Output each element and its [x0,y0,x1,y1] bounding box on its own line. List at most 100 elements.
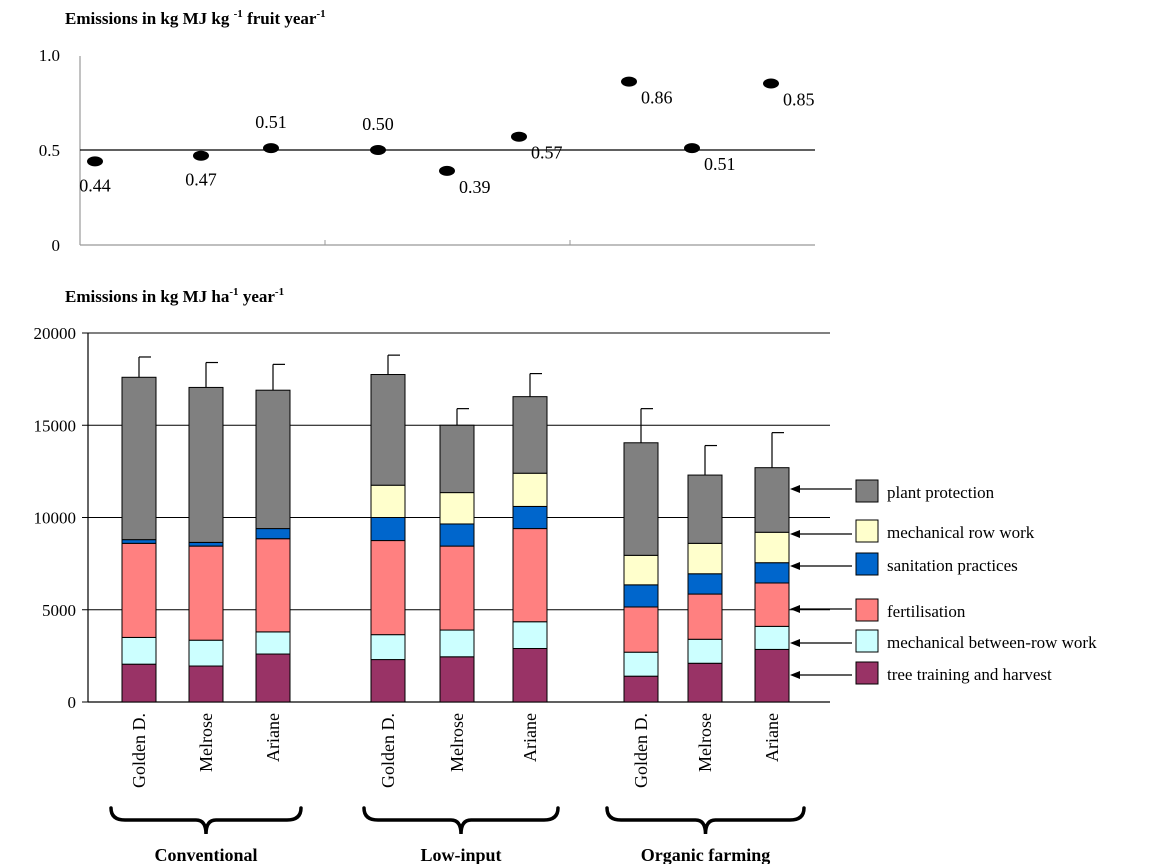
bar-segment [754,467,790,533]
bottom-chart: Emissions in kg MJ ha-1 year-1 0 5000 1000… [34,286,1098,864]
data-point-label: 0.51 [255,112,287,132]
legend-arrowhead [790,530,800,538]
bar-segment [623,442,659,556]
top-points: 0.44 0.47 0.51 0.50 0.39 0.57 0.86 0.51 0.85 [79,76,815,197]
bar-segment [370,540,406,636]
data-point-label: 0.51 [704,154,736,174]
category-label: Melrose [196,713,216,772]
data-point [370,145,386,155]
data-point [439,165,455,176]
bottom-category-labels: Golden D. Melrose Ariane Golden D. Melrose Ar… [129,713,782,788]
data-point-label: 0.39 [459,177,491,197]
bar-segment [121,542,157,638]
bar-segment [255,538,291,633]
legend-label: plant protection [887,483,995,502]
top-chart: Emissions in kg MJ kg -1 fruit year-1 00… [39,8,815,255]
category-label: Golden D. [631,713,651,788]
data-point [193,150,209,161]
bar-segment [623,554,659,586]
y-tick-label: 20000 [34,324,77,343]
category-label: Ariane [263,713,283,762]
legend-label: fertilisation [887,602,966,621]
legend-label: mechanical row work [887,523,1035,542]
y-tick-label: 0 [68,693,77,712]
category-label: Golden D. [378,713,398,788]
data-point-label: 0.50 [362,114,394,134]
bar-segment [188,665,224,703]
legend-label: sanitation practices [887,556,1018,575]
bar-segment [439,424,475,494]
bar-segment [754,531,790,564]
top-y-tick-label: 0.5 [39,141,60,160]
group-brace [605,806,806,835]
bar-segment [512,472,548,507]
data-point-label: 0.57 [531,143,563,163]
data-point [621,76,637,87]
bar-segment [623,584,659,608]
bar-segment [188,386,224,543]
legend-swatch [855,519,879,543]
bar-segment [512,505,548,530]
bar-segment [370,659,406,703]
y-tick-label: 10000 [34,509,77,528]
bar-segment [512,621,548,649]
legend-arrowhead [790,605,800,613]
legend-arrowhead [790,671,800,679]
bar-segment [255,653,291,703]
legend: plant protection mechanical row work sanit… [790,479,1097,685]
bar-segment [687,542,723,575]
bottom-chart-title: Emissions in kg MJ ha-1 year-1 [65,286,284,306]
bar-segment [754,648,790,703]
data-point [763,78,779,89]
data-point-label: 0.47 [185,170,217,190]
legend-swatch [855,629,879,653]
bar-segment [623,651,659,677]
bar-segment [188,545,224,641]
group-label: Low-input [420,845,501,864]
bar-segment [687,573,723,595]
legend-label: tree training and harvest [887,665,1052,684]
bar-segment [754,582,790,627]
bar-segment [439,545,475,631]
bar-segment [255,631,291,655]
legend-arrowhead [790,639,800,647]
bottom-bars [121,354,790,703]
top-y-axis: 0 0.5 1.0 [39,46,60,255]
bar-segment [439,492,475,525]
bar-segment [623,606,659,653]
legend-swatch [855,479,879,503]
category-label: Golden D. [129,713,149,788]
bar-segment [255,528,291,540]
bar-segment [754,562,790,584]
bar-segment [687,638,723,664]
bar-segment [687,662,723,703]
bar-segment [687,474,723,544]
bar-segment [121,636,157,665]
category-label: Ariane [520,713,540,762]
bar-segment [754,625,790,650]
group-brace [109,806,303,835]
data-point [511,131,527,142]
bar-segment [121,376,157,541]
top-y-tick-label: 1.0 [39,46,60,65]
data-point-label: 0.44 [79,175,111,195]
category-label: Melrose [447,713,467,772]
top-chart-title: Emissions in kg MJ kg -1 fruit year-1 [65,8,326,28]
category-label: Melrose [695,713,715,772]
data-point-label: 0.85 [783,90,815,110]
top-y-tick-label: 0 [52,236,61,255]
bar-segment [370,484,406,518]
legend-label: mechanical between-row work [887,633,1097,652]
bar-segment [188,541,224,547]
bar-segment [439,523,475,547]
bar-segment [687,593,723,640]
data-point [684,143,700,154]
bar-segment [370,517,406,542]
bottom-group-labels: Conventional Low-input Organic farming [109,806,806,864]
bar-segment [370,374,406,486]
legend-arrowhead [790,485,800,493]
bar-segment [623,675,659,703]
bar-segment [512,528,548,623]
bar-segment [370,634,406,661]
